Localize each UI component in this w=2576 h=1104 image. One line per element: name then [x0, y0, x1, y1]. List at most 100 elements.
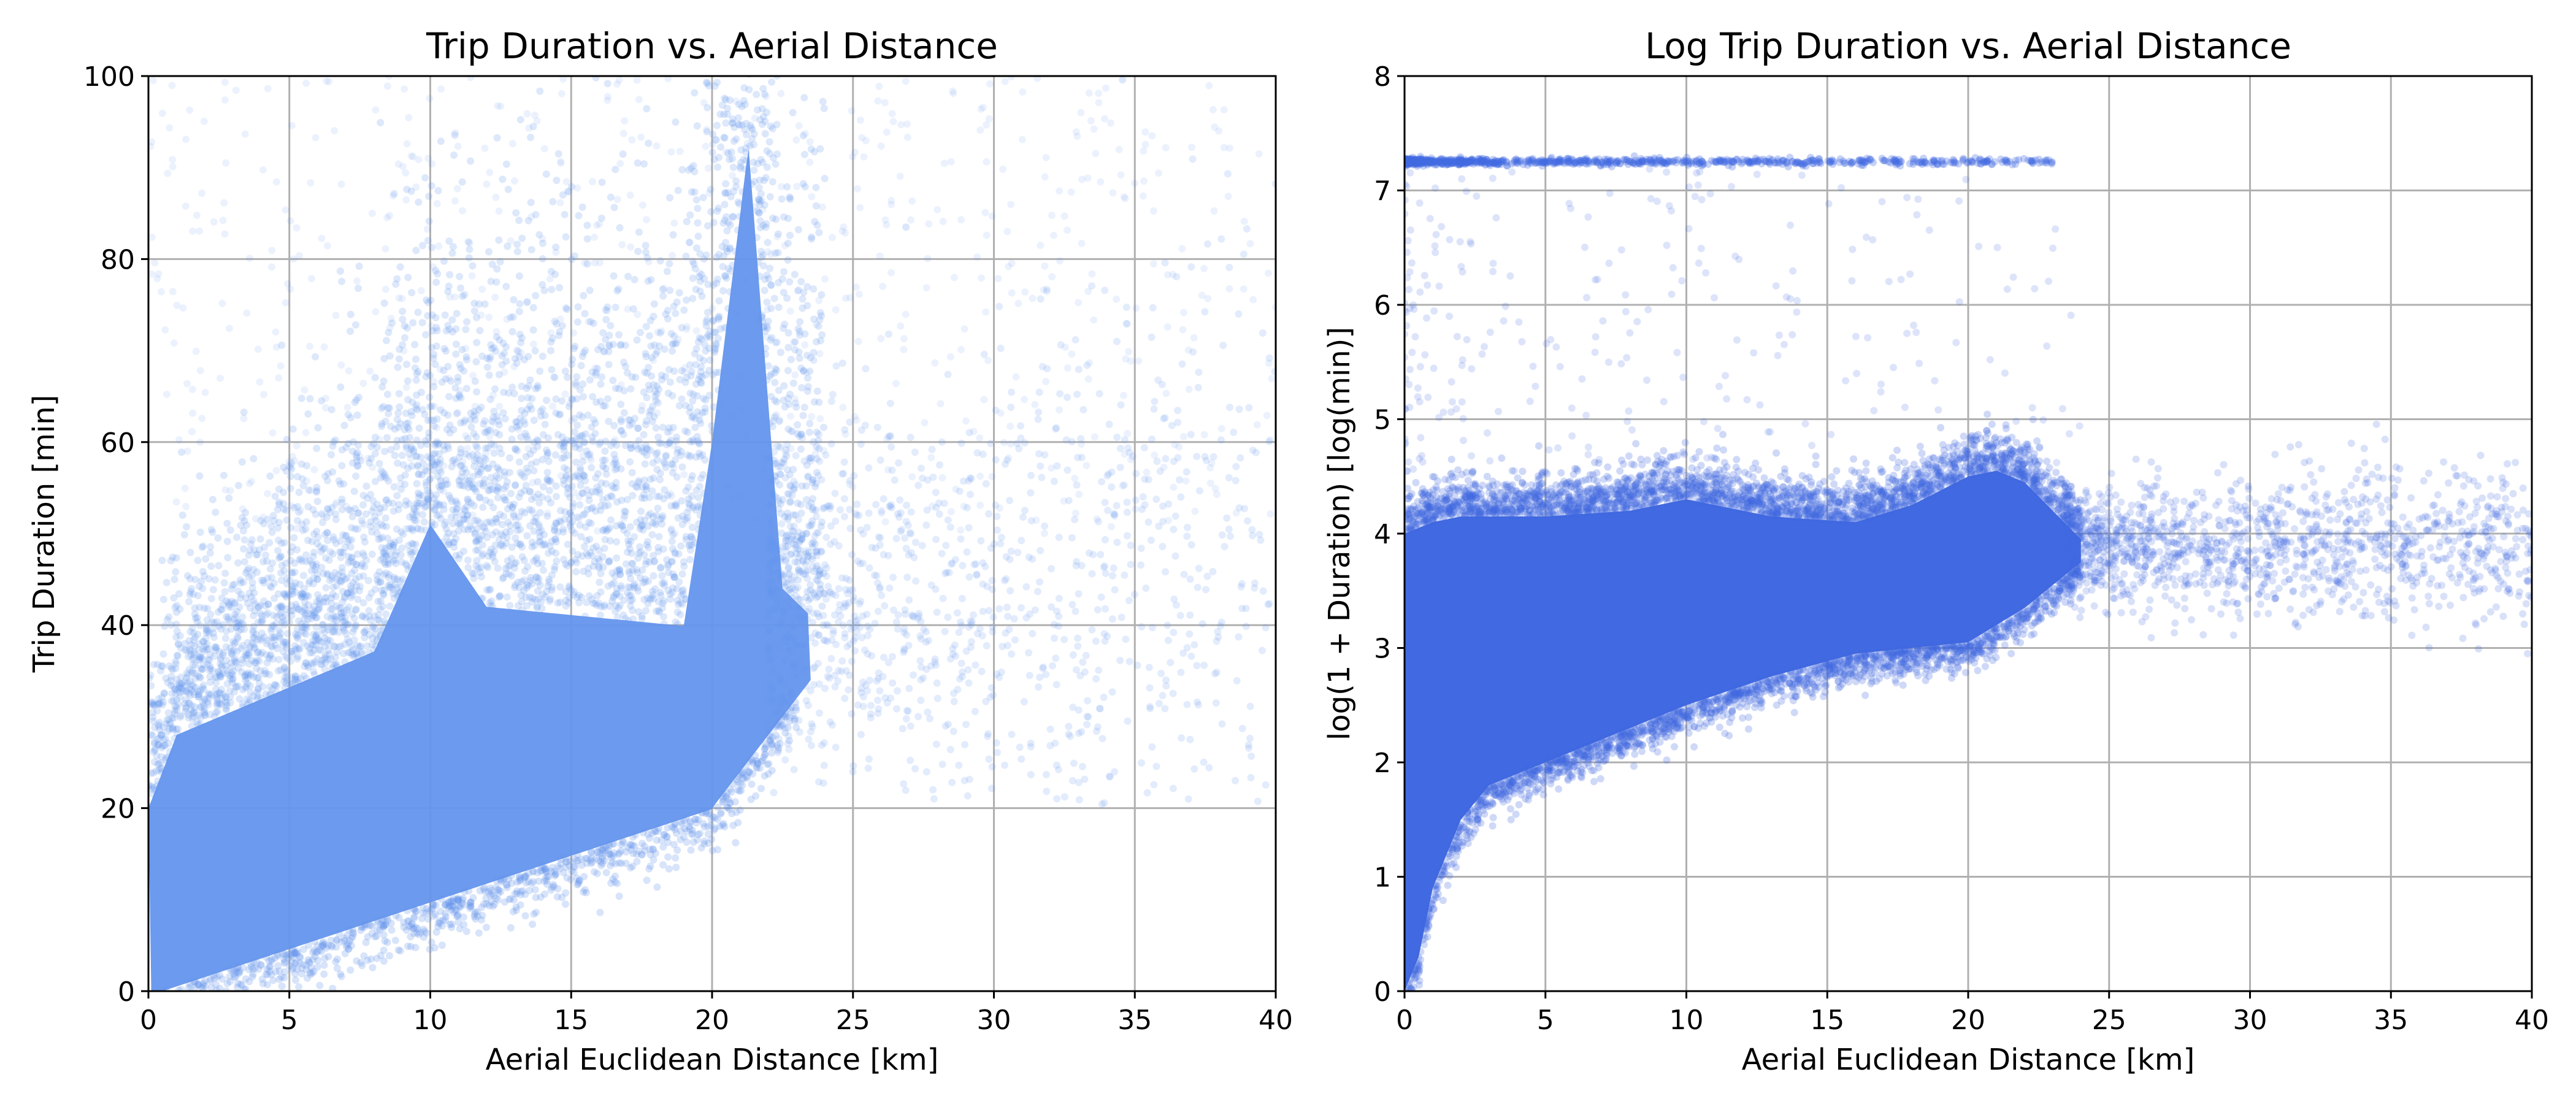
data-point	[566, 523, 574, 531]
data-point	[286, 577, 294, 585]
data-point	[784, 537, 792, 545]
data-point	[668, 558, 676, 565]
data-point	[1017, 422, 1024, 430]
data-point	[184, 572, 191, 580]
data-point	[391, 937, 399, 945]
data-point	[797, 431, 805, 439]
data-point	[539, 456, 546, 464]
data-point	[912, 577, 920, 585]
data-point	[508, 503, 516, 511]
data-point	[551, 451, 559, 459]
data-point	[561, 508, 569, 516]
data-point	[617, 847, 625, 855]
data-point	[158, 731, 166, 739]
data-point	[1113, 502, 1121, 510]
data-point	[405, 426, 413, 433]
data-point	[691, 539, 699, 547]
data-point	[324, 656, 332, 664]
data-point	[696, 501, 704, 509]
data-point	[304, 642, 312, 650]
data-point	[446, 921, 454, 929]
data-point	[425, 69, 432, 76]
data-point	[508, 880, 516, 887]
data-point	[759, 113, 767, 121]
data-point	[661, 460, 669, 467]
data-point	[428, 518, 435, 526]
data-point	[297, 555, 305, 563]
data-point	[414, 368, 422, 376]
data-point	[548, 571, 556, 579]
data-point	[594, 554, 602, 562]
data-point	[295, 488, 303, 496]
data-point	[715, 297, 723, 305]
data-point	[412, 376, 420, 384]
data-point	[515, 458, 523, 466]
data-point	[567, 437, 575, 445]
data-point	[198, 543, 206, 551]
data-point	[703, 334, 711, 342]
data-point	[499, 175, 507, 183]
data-point	[688, 475, 695, 483]
data-point	[192, 684, 200, 691]
data-point	[678, 463, 686, 471]
data-point	[368, 507, 376, 515]
data-point	[527, 134, 535, 141]
data-point	[584, 412, 592, 419]
data-point	[677, 592, 685, 600]
data-point	[312, 623, 320, 631]
data-point	[515, 307, 523, 315]
data-point	[696, 440, 703, 448]
data-point	[769, 740, 776, 748]
data-point	[992, 456, 1000, 464]
data-point	[840, 458, 848, 466]
data-point	[770, 456, 778, 464]
data-point	[250, 623, 258, 631]
data-point	[150, 661, 158, 669]
data-point	[166, 720, 174, 728]
data-point	[442, 525, 450, 533]
data-point	[331, 569, 339, 577]
data-point	[579, 458, 587, 465]
data-point	[432, 499, 440, 507]
data-point	[797, 500, 805, 508]
data-point	[689, 258, 697, 266]
data-point	[373, 637, 381, 645]
data-point	[675, 289, 683, 297]
data-point	[234, 481, 242, 489]
data-point	[484, 564, 492, 572]
data-point	[347, 648, 355, 656]
data-point	[330, 438, 337, 446]
data-point	[672, 118, 680, 126]
data-point	[812, 202, 820, 210]
data-point	[713, 121, 721, 129]
data-point	[707, 208, 715, 216]
data-point	[1230, 428, 1238, 436]
data-point	[735, 200, 743, 208]
data-point	[299, 945, 307, 953]
data-point	[495, 236, 503, 244]
data-point	[711, 824, 719, 832]
data-point	[820, 569, 827, 577]
data-point	[260, 519, 267, 527]
data-point	[583, 221, 591, 229]
data-point	[177, 713, 185, 721]
data-point	[195, 640, 203, 648]
data-point	[640, 596, 648, 604]
data-point	[593, 592, 601, 600]
data-point	[231, 610, 239, 618]
data-point	[613, 589, 620, 597]
data-point	[304, 956, 312, 964]
data-point	[430, 495, 438, 502]
data-point	[547, 499, 555, 507]
data-point	[1158, 380, 1166, 388]
data-point	[699, 194, 707, 202]
data-point	[373, 954, 381, 962]
data-point	[321, 472, 329, 480]
data-point	[585, 592, 593, 600]
data-point	[764, 362, 772, 370]
data-point	[771, 369, 779, 377]
data-point	[337, 383, 345, 391]
data-point	[169, 665, 177, 673]
data-point	[1125, 597, 1133, 605]
data-point	[691, 89, 699, 97]
